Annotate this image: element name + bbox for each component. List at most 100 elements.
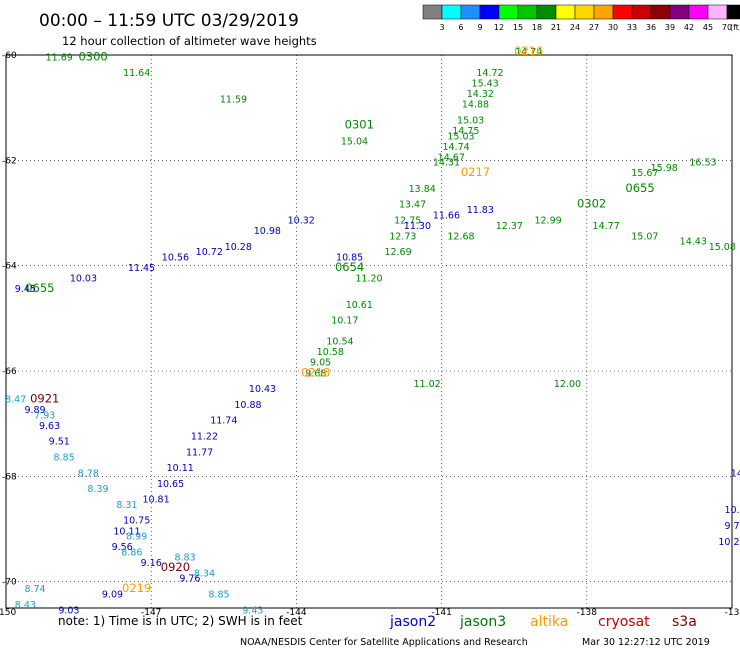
y-tick-label: -62	[2, 156, 17, 166]
swh-label: 10.32	[288, 216, 315, 227]
swh-label: 8.47	[5, 395, 26, 406]
satellite-legend-cryosat: cryosat	[598, 614, 650, 630]
swh-label: 9.03	[58, 605, 79, 616]
x-tick-label: -138	[577, 608, 598, 618]
colorbar-swatch	[574, 4, 595, 20]
colorbar-tick: 42	[684, 23, 694, 32]
time-label: 0920	[161, 560, 190, 574]
swh-label: 15.03	[447, 131, 474, 142]
footer-timestamp: Mar 30 12:27:12 UTC 2019	[582, 637, 710, 648]
swh-label: 11.69	[46, 52, 73, 63]
footer-credit: NOAA/NESDIS Center for Satellite Applica…	[240, 637, 528, 648]
swh-label: 7.93	[34, 410, 55, 421]
swh-label: 8.34	[194, 568, 215, 579]
swh-label: 10.43	[249, 384, 276, 395]
swh-label: 11.02	[413, 379, 440, 390]
swh-label: 14.74	[443, 142, 470, 153]
colorbar-swatch	[555, 4, 576, 20]
colorbar-tick: 24	[570, 23, 580, 32]
time-label: 0921	[30, 392, 59, 406]
x-tick-label: -144	[286, 608, 307, 618]
y-tick-label: -64	[2, 262, 17, 272]
swh-label: 10.58	[317, 347, 344, 358]
x-tick-label: -147	[141, 608, 161, 618]
colorbar-swatch	[631, 4, 652, 20]
satellite-legend-jason2: jason2	[389, 614, 436, 630]
swh-label: 10.23	[718, 537, 740, 548]
swh-label: 13.84	[409, 184, 436, 195]
swh-label: 14.88	[462, 100, 489, 111]
colorbar-swatch	[707, 4, 728, 20]
swh-label: 14	[731, 468, 740, 479]
swh-label: 12.00	[554, 379, 581, 390]
swh-label: 10.98	[254, 226, 281, 237]
colorbar-tick: 18	[532, 23, 542, 32]
swh-label: 15.07	[631, 231, 658, 242]
swh-label: 11.77	[186, 447, 213, 458]
swh-label: 8.31	[116, 500, 137, 511]
swh-label: 14.77	[593, 221, 620, 232]
swh-label: 11.64	[123, 68, 150, 79]
swh-label: 9.68	[305, 368, 326, 379]
swh-label: 11.74	[210, 416, 237, 427]
swh-label: 9.43	[242, 605, 263, 616]
swh-label: 10.17	[331, 316, 358, 327]
chart-subtitle: 12 hour collection of altimeter wave hei…	[62, 34, 317, 48]
colorbar-tick: 12	[494, 23, 504, 32]
colorbar-tick: 27	[589, 23, 599, 32]
time-label: 0654	[335, 260, 364, 274]
swh-label: 9.16	[141, 558, 162, 569]
satellite-legend-altika: altika	[530, 614, 568, 630]
y-tick-label: -66	[2, 367, 17, 377]
y-tick-label: -70	[2, 578, 17, 588]
swh-label: 8.43	[15, 600, 36, 611]
colorbar-swatch	[441, 4, 462, 20]
swh-label: 15.03	[457, 115, 484, 126]
time-label: 0655	[625, 181, 654, 195]
colorbar-tick: 15	[513, 23, 523, 32]
colorbar-swatch	[517, 4, 538, 20]
swh-label: 15.08	[709, 242, 736, 253]
colorbar-swatch	[612, 4, 633, 20]
colorbar-swatch	[460, 4, 481, 20]
swh-label: 12.69	[384, 247, 411, 258]
satellite-legend-s3a: s3a	[672, 614, 697, 630]
swh-label: 10.72	[196, 247, 223, 258]
satellite-legend: jason2 jason3 altika cryosat s3a	[389, 614, 697, 630]
swh-label: 10.03	[70, 273, 97, 284]
swh-label: 10.85	[336, 252, 363, 263]
x-tick-label: -141	[431, 608, 451, 618]
swh-label: 12.99	[534, 216, 561, 227]
swh-label: 9.45	[15, 284, 36, 295]
swh-label: 11.83	[467, 205, 494, 216]
swh-label: 11.20	[355, 273, 382, 284]
colorbar-swatch	[479, 4, 500, 20]
swh-label: 9.05	[310, 358, 331, 369]
colorbar-swatch	[688, 4, 709, 20]
swh-label: 12.68	[447, 231, 474, 242]
time-label: 0300	[78, 49, 107, 63]
swh-label: 8.74	[24, 584, 45, 595]
chart-title: 00:00 – 11:59 UTC 03/29/2019	[39, 11, 299, 31]
swh-label: 14.74	[515, 47, 542, 58]
time-label: 0655	[25, 281, 54, 295]
x-tick-label: -13	[725, 608, 740, 618]
swh-label: 14.43	[680, 237, 707, 248]
swh-label: 10.75	[123, 516, 150, 527]
swh-label: 12.75	[394, 216, 421, 227]
swh-label: 14.67	[438, 152, 465, 163]
swh-label: 11.66	[433, 210, 460, 221]
colorbar-tick: 36	[646, 23, 656, 32]
time-label: 0217	[461, 165, 490, 179]
swh-label: 9.7	[724, 521, 739, 532]
swh-label: 16.53	[689, 158, 716, 169]
time-label: 0218	[301, 365, 330, 379]
swh-label: 11.59	[220, 94, 247, 105]
swh-label: 12.73	[389, 231, 416, 242]
colorbar-swatch	[726, 4, 740, 20]
colorbar-swatch	[536, 4, 557, 20]
swh-label: 9.76	[179, 574, 200, 585]
swh-label: 15.43	[472, 79, 499, 90]
